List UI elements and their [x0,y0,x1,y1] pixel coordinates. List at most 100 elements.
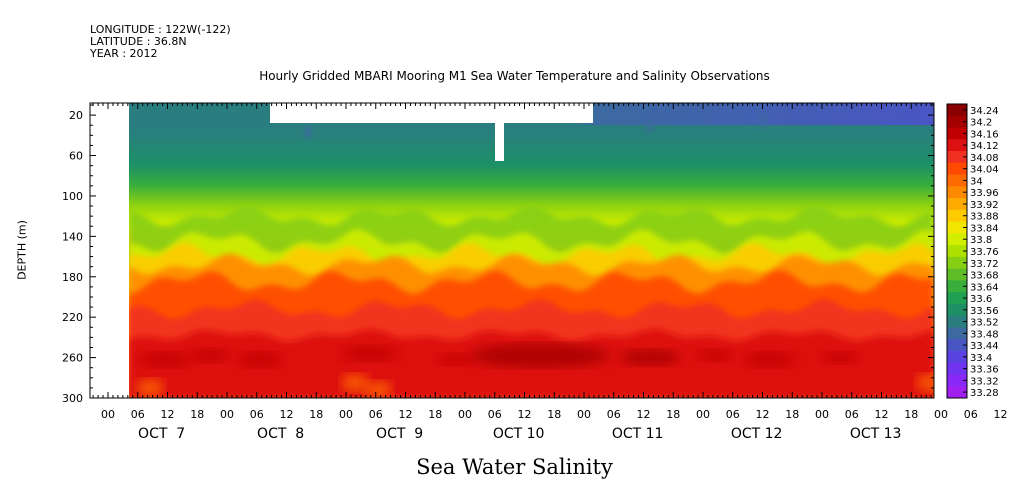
x-hour-label: 18 [785,408,799,421]
missing-data-column [495,103,504,161]
x-hour-label: 12 [518,408,532,421]
x-date-label: OCT 12 [731,426,783,442]
x-hour-label: 18 [190,408,204,421]
colorbar-segment [947,303,967,317]
colorbar-label: 33.96 [970,188,999,199]
colorbar-segment [947,245,967,258]
colorbar-segment [947,256,967,270]
missing-data-top [270,103,593,123]
latitude-text: LATITUDE : 36.8N [90,35,187,48]
colorbar-label: 33.52 [970,318,999,329]
colorbar-label: 33.68 [970,271,999,282]
colorbar-label: 33.32 [970,376,999,387]
colorbar-segment [947,115,967,129]
x-hour-label: 00 [101,408,115,421]
metadata-block: LONGITUDE : 122W(-122) LATITUDE : 36.8N … [90,24,231,60]
colorbar-segment [947,362,967,375]
colorbar-segment [947,174,967,187]
colorbar-label: 34.08 [970,153,999,164]
x-date-label: OCT 10 [493,426,545,442]
x-hour-label: 06 [845,408,859,421]
salinity-patch [470,343,610,368]
x-hour-label: 12 [280,408,294,421]
y-tick-label: 180 [62,271,83,284]
colorbar-label: 33.48 [970,329,999,340]
salinity-patch [620,349,680,366]
colorbar-segment [947,198,967,211]
colorbar-segment [947,104,967,117]
x-hour-label: 00 [577,408,591,421]
salinity-patch [646,118,654,133]
x-hour-label: 18 [547,408,561,421]
x-hour-label: 06 [607,408,621,421]
colorbar-segment [947,280,967,293]
colorbar-label: 33.84 [970,223,999,234]
x-hour-label: 18 [428,408,442,421]
x-hour-label: 06 [369,408,383,421]
colorbar-segment [947,221,967,234]
colorbar-label: 34.04 [970,165,999,176]
y-tick-label: 100 [62,190,83,203]
salinity-patch [437,353,473,366]
salinity-patch [759,113,767,128]
colorbar-segment [947,162,967,176]
x-hour-label: 12 [994,408,1008,421]
y-tick-label: 60 [69,150,83,163]
colorbar-label: 34.2 [970,118,992,129]
colorbar-label: 33.72 [970,259,999,270]
x-date-label: OCT 11 [612,426,664,442]
x-hour-label: 00 [815,408,829,421]
missing-data-left [90,103,129,398]
x-hour-label: 00 [934,408,948,421]
x-hour-label: 06 [964,408,978,421]
salinity-patch [139,351,191,368]
salinity-patch [136,378,164,397]
x-date-label: OCT 13 [850,426,902,442]
x-date-label: OCT 8 [257,426,304,442]
colorbar-label: 34.16 [970,129,999,140]
colorbar-segment [947,350,967,364]
colorbar-label: 33.88 [970,212,999,223]
x-hour-label: 06 [726,408,740,421]
colorbar-label: 33.28 [970,388,999,399]
x-hour-label: 18 [309,408,323,421]
salinity-patch [238,351,282,368]
salinity-patch [304,125,312,140]
x-hour-label: 12 [161,408,175,421]
salinity-patch [364,380,392,398]
colorbar-label: 33.44 [970,341,999,352]
colorbar-label: 33.8 [970,235,992,246]
colorbar-label: 34.24 [970,106,999,117]
x-hour-label: 12 [399,408,413,421]
colorbar-segment [947,186,967,199]
colorbar-label: 33.92 [970,200,999,211]
colorbar-segment [947,233,967,246]
longitude-text: LONGITUDE : 122W(-122) [90,23,231,36]
colorbar-segment [947,139,967,152]
colorbar-segment [947,127,967,140]
salinity-patch [916,373,934,392]
colorbar-segment [947,151,967,164]
x-hour-label: 18 [666,408,680,421]
x-hour-label: 06 [488,408,502,421]
x-hour-label: 12 [756,408,770,421]
x-hour-label: 00 [220,408,234,421]
x-hour-label: 12 [875,408,889,421]
salinity-patch [341,373,369,392]
y-tick-label: 220 [62,311,83,324]
x-hour-label: 06 [250,408,264,421]
colorbar-segment [947,374,967,387]
colorbar-label: 33.64 [970,282,999,293]
y-tick-label: 260 [62,352,83,365]
plot-frame [89,102,935,399]
salinity-patch [697,349,733,362]
x-hour-label: 00 [458,408,472,421]
colorbar-label: 34.12 [970,141,999,152]
colorbar-segment [947,315,967,328]
x-date-label: OCT 7 [138,426,185,442]
y-tick-label: 300 [62,392,83,405]
y-tick-label: 140 [62,230,83,243]
colorbar-label: 33.56 [970,306,999,317]
salinity-patch [342,345,398,362]
